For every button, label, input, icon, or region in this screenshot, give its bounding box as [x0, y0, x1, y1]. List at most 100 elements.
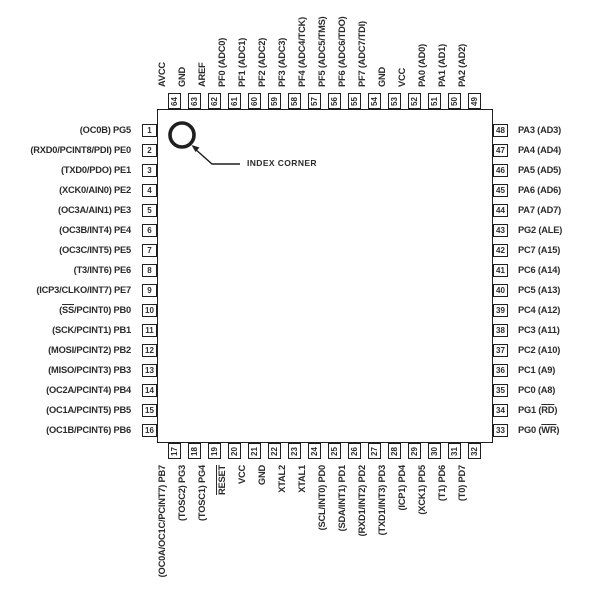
pin-19-number: 19: [209, 446, 219, 456]
pin-58-label: PF3 (ADC3): [277, 37, 287, 87]
pin-7-box: 7: [142, 243, 157, 257]
pin-31-label: (T1) PD6: [437, 465, 447, 502]
pin-23-box: 23: [287, 443, 301, 459]
pin-54-box: 54: [367, 93, 381, 109]
pin-9-number: 9: [147, 285, 152, 295]
pin-16-box: 16: [142, 423, 157, 437]
pin-34-box: 34: [493, 403, 508, 417]
pin-30-box: 30: [427, 443, 441, 459]
pin-28-label: (TXD1/INT3) PD3: [377, 465, 387, 536]
pin-52-box: 52: [407, 93, 421, 109]
pin-24-box: 24: [307, 443, 321, 459]
pin-27-number: 27: [369, 446, 379, 456]
pin-58-number: 58: [289, 96, 299, 106]
pin-15-number: 15: [145, 405, 154, 415]
pin-45-number: 45: [496, 185, 505, 195]
pin-41-box: 41: [493, 263, 508, 277]
pin-47-number: 47: [496, 145, 505, 155]
pin-50-box: 50: [447, 93, 461, 109]
pin-34-label: PG1 (RD): [518, 405, 558, 415]
pin-41-number: 41: [496, 265, 505, 275]
pin-15-label: (OC1A/PCINT5) PB5: [46, 405, 131, 415]
pin-22-number: 22: [269, 446, 279, 456]
pin-60-number: 60: [249, 96, 259, 106]
pin-43-number: 43: [496, 225, 505, 235]
pin-25-box: 25: [327, 443, 341, 459]
pin-48-label: PA3 (AD3): [518, 125, 561, 135]
pin-28-box: 28: [387, 443, 401, 459]
pin-46-label: PA5 (AD5): [518, 165, 561, 175]
pin-47-label: PA4 (AD4): [518, 145, 561, 155]
pin-40-number: 40: [496, 285, 505, 295]
pin-48-box: 48: [493, 123, 508, 137]
pin-61-number: 61: [229, 96, 239, 106]
pin-24-label: XTAL1: [297, 465, 307, 493]
pin-61-box: 61: [227, 93, 241, 109]
pin-27-label: (RXD1/INT2) PD2: [357, 465, 367, 537]
pin-19-box: 19: [207, 443, 221, 459]
pin-36-number: 36: [496, 365, 505, 375]
pin-1-label: (OC0B) PG5: [79, 125, 131, 135]
pin-7-label: (OC3C/INT5) PE5: [59, 245, 131, 255]
pin-37-box: 37: [493, 343, 508, 357]
pin-44-label: PA7 (AD7): [518, 205, 561, 215]
pin-54-number: 54: [369, 96, 379, 106]
pin-26-box: 26: [347, 443, 361, 459]
pin-5-box: 5: [142, 203, 157, 217]
pin-54-label: PF7 (ADC7/TDI): [357, 21, 367, 87]
pin-45-box: 45: [493, 183, 508, 197]
pin-49-box: 49: [467, 93, 481, 109]
pin-35-number: 35: [496, 385, 505, 395]
pin-64-number: 64: [169, 96, 179, 106]
pin-6-label: (OC3B/INT4) PE4: [59, 225, 131, 235]
pin-37-label: PC2 (A10): [518, 345, 561, 355]
pin-35-label: PC0 (A8): [518, 385, 556, 395]
pin-59-number: 59: [269, 96, 279, 106]
pin-41-label: PC6 (A14): [518, 265, 561, 275]
pin-57-label: PF4 (ADC4/TCK): [297, 16, 307, 87]
pin-48-number: 48: [496, 125, 505, 135]
pin-44-box: 44: [493, 203, 508, 217]
pin-16-number: 16: [145, 425, 154, 435]
pin-17-number: 17: [169, 446, 179, 456]
pin-33-number: 33: [496, 425, 505, 435]
pin-10-number: 10: [145, 305, 154, 315]
pin-27-box: 27: [367, 443, 381, 459]
pin-39-number: 39: [496, 305, 505, 315]
pin-38-label: PC3 (A11): [518, 325, 560, 335]
pin-39-label: PC4 (A12): [518, 305, 561, 315]
pin-9-box: 9: [142, 283, 157, 297]
pin-13-label: (MISO/PCINT3) PB3: [48, 365, 131, 375]
pin-21-label: VCC: [237, 465, 247, 485]
pin-8-number: 8: [147, 265, 152, 275]
pin-2-box: 2: [142, 143, 157, 157]
pin-20-label: RESET: [217, 465, 227, 495]
pin-34-number: 34: [496, 405, 505, 415]
pin-4-number: 4: [147, 185, 152, 195]
pin-26-label: (SDA/INT1) PD1: [337, 465, 347, 532]
pin-60-box: 60: [247, 93, 261, 109]
pin-42-box: 42: [493, 243, 508, 257]
pin-56-box: 56: [327, 93, 341, 109]
pin-64-box: 64: [167, 93, 181, 109]
pin-18-label: (TOSC2) PG3: [177, 465, 187, 522]
pin-51-number: 51: [429, 96, 439, 106]
pin-59-box: 59: [267, 93, 281, 109]
pin-25-number: 25: [329, 446, 339, 456]
pin-57-number: 57: [309, 96, 319, 106]
pin-53-label: GND: [377, 66, 387, 87]
pin-13-number: 13: [145, 365, 154, 375]
pin-29-number: 29: [409, 446, 419, 456]
pin-14-label: (OC2A/PCINT4) PB4: [46, 385, 131, 395]
pin-62-box: 62: [207, 93, 221, 109]
pin-25-label: (SCL/INT0) PD0: [317, 465, 327, 531]
pin-40-box: 40: [493, 283, 508, 297]
pin-5-number: 5: [147, 205, 152, 215]
pin-46-number: 46: [496, 165, 505, 175]
pin-51-box: 51: [427, 93, 441, 109]
pin-6-box: 6: [142, 223, 157, 237]
pin-21-box: 21: [247, 443, 261, 459]
pin-7-number: 7: [147, 245, 152, 255]
pin-62-number: 62: [209, 96, 219, 106]
